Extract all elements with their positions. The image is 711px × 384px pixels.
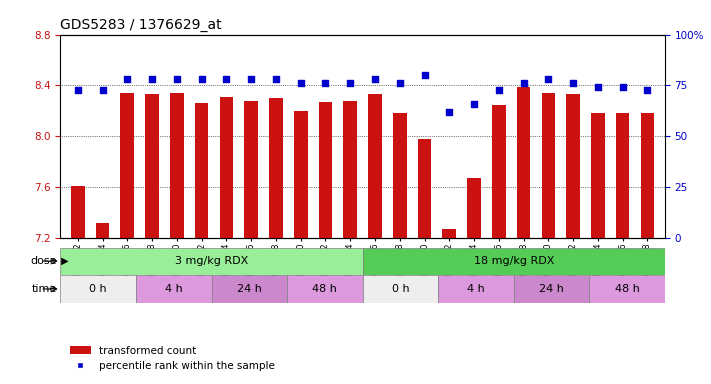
- Point: [642, 86, 653, 93]
- Bar: [442, 229, 456, 238]
- Point: [493, 86, 505, 93]
- Bar: [616, 113, 629, 238]
- Bar: [438, 275, 514, 303]
- Point: [369, 76, 380, 83]
- Text: 48 h: 48 h: [614, 284, 639, 294]
- Point: [617, 84, 629, 91]
- Bar: [542, 93, 555, 238]
- Bar: [591, 113, 605, 238]
- Bar: [269, 98, 283, 238]
- Bar: [220, 97, 233, 238]
- Text: 0 h: 0 h: [392, 284, 410, 294]
- Point: [245, 76, 257, 83]
- Point: [345, 80, 356, 86]
- Point: [220, 76, 232, 83]
- Bar: [319, 102, 332, 238]
- Point: [196, 76, 208, 83]
- Bar: [120, 93, 134, 238]
- Point: [72, 86, 83, 93]
- Legend: transformed count, percentile rank within the sample: transformed count, percentile rank withi…: [65, 341, 279, 375]
- Bar: [136, 275, 212, 303]
- Text: 48 h: 48 h: [312, 284, 337, 294]
- Point: [270, 76, 282, 83]
- Bar: [60, 248, 363, 275]
- Bar: [517, 87, 530, 238]
- Text: 3 mg/kg RDX: 3 mg/kg RDX: [175, 256, 248, 266]
- Point: [542, 76, 554, 83]
- Point: [171, 76, 183, 83]
- Bar: [393, 113, 407, 238]
- Bar: [343, 101, 357, 238]
- Bar: [212, 275, 287, 303]
- Bar: [589, 275, 665, 303]
- Bar: [195, 103, 208, 238]
- Bar: [363, 275, 438, 303]
- Bar: [418, 139, 432, 238]
- Text: 0 h: 0 h: [90, 284, 107, 294]
- Bar: [60, 275, 136, 303]
- Bar: [71, 186, 85, 238]
- Text: dose: dose: [31, 256, 57, 266]
- Text: 24 h: 24 h: [539, 284, 564, 294]
- Bar: [245, 101, 258, 238]
- Text: 4 h: 4 h: [467, 284, 485, 294]
- Point: [419, 72, 430, 78]
- Bar: [363, 248, 665, 275]
- Text: GDS5283 / 1376629_at: GDS5283 / 1376629_at: [60, 18, 222, 32]
- Point: [394, 80, 405, 86]
- Bar: [294, 111, 307, 238]
- Point: [320, 80, 331, 86]
- Text: 18 mg/kg RDX: 18 mg/kg RDX: [474, 256, 554, 266]
- Bar: [145, 94, 159, 238]
- Text: 24 h: 24 h: [237, 284, 262, 294]
- Text: 4 h: 4 h: [165, 284, 183, 294]
- Point: [518, 80, 529, 86]
- Bar: [641, 113, 654, 238]
- Point: [97, 86, 108, 93]
- Bar: [467, 178, 481, 238]
- Point: [592, 84, 604, 91]
- Point: [567, 80, 579, 86]
- Bar: [287, 275, 363, 303]
- Point: [295, 80, 306, 86]
- Point: [122, 76, 133, 83]
- Text: time: time: [31, 284, 57, 294]
- Point: [469, 101, 480, 107]
- Bar: [567, 94, 580, 238]
- Text: ▶: ▶: [58, 256, 68, 266]
- Bar: [170, 93, 183, 238]
- Point: [444, 109, 455, 115]
- Bar: [368, 94, 382, 238]
- Bar: [514, 275, 589, 303]
- Point: [146, 76, 158, 83]
- Bar: [492, 104, 506, 238]
- Bar: [96, 223, 109, 238]
